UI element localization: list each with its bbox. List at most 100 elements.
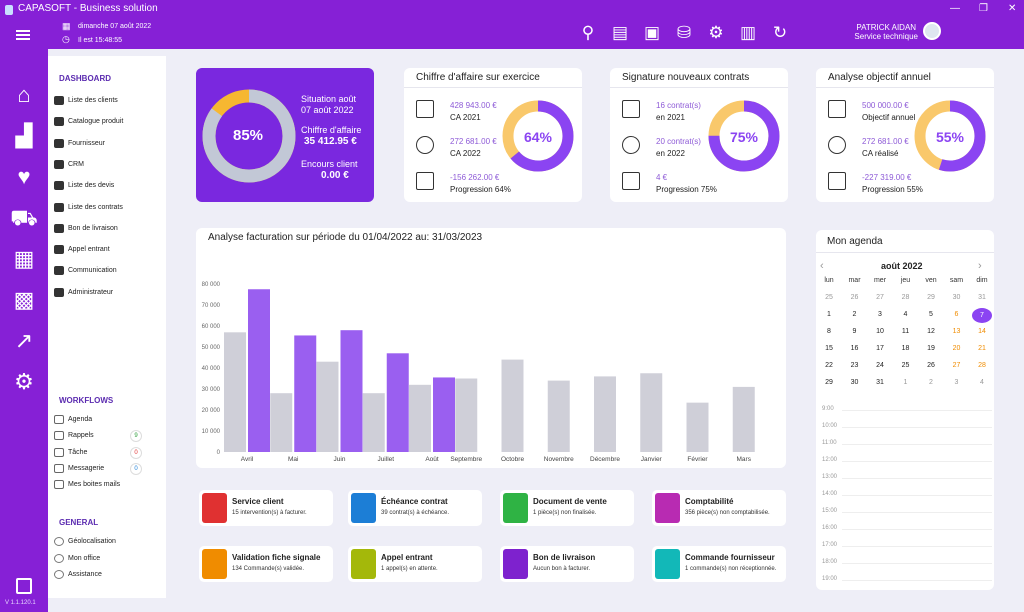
calendar-day[interactable]: 31 [978, 294, 986, 301]
y-tick-label: 40 000 [202, 366, 221, 372]
calendar-day[interactable]: 2 [929, 379, 933, 386]
calendar-day[interactable]: 29 [927, 294, 935, 301]
nav-item[interactable]: Tâche [54, 447, 87, 457]
invoice-icon[interactable]: ▣ [643, 23, 661, 42]
calendar-day[interactable]: 10 [876, 328, 884, 335]
calendar-day[interactable]: 14 [978, 328, 986, 335]
calendar-day[interactable]: 1 [827, 311, 831, 318]
menu-icon[interactable] [16, 30, 30, 32]
home-icon[interactable]: ⌂ [17, 82, 31, 107]
shortcut-tile[interactable]: Commande fournisseur 1 commande(s) non ré… [652, 546, 786, 582]
minimize-icon[interactable]: — [950, 3, 960, 14]
calendar-day[interactable]: 31 [876, 379, 884, 386]
calendar-day[interactable]: 3 [878, 311, 882, 318]
calendar-day[interactable]: 3 [954, 379, 959, 386]
calendar-day[interactable]: 25 [901, 362, 910, 369]
cash-register-icon[interactable]: ▦ [13, 246, 35, 271]
calendar-day[interactable]: 30 [850, 379, 859, 386]
nav-item[interactable]: Liste des devis [54, 181, 114, 191]
user-info[interactable]: PATRICK AIDAN Service technique [854, 23, 918, 41]
calendar-day[interactable]: 11 [901, 328, 910, 335]
chart-icon[interactable]: ▟ [15, 123, 33, 148]
calendar-day[interactable]: 22 [825, 362, 833, 369]
nav-item[interactable]: Liste des clients [54, 96, 118, 105]
calendar-day[interactable]: 15 [825, 345, 833, 352]
calendar-day[interactable]: 30 [952, 294, 961, 301]
close-icon[interactable]: ✕ [1008, 3, 1017, 14]
document-icon [416, 100, 434, 118]
calendar-day[interactable]: 29 [825, 379, 833, 386]
shortcut-tile[interactable]: Appel entrant 1 appel(s) en attente. [348, 546, 482, 582]
calendar-day[interactable]: 16 [850, 345, 859, 352]
clipboard-icon[interactable]: ▥ [739, 23, 757, 42]
calendar-day[interactable]: 13 [952, 328, 961, 335]
shortcut-tile[interactable]: Service client 15 intervention(s) à factu… [199, 490, 333, 526]
gear-icon[interactable]: ⚙ [708, 23, 724, 42]
refresh-icon[interactable]: ↻ [772, 23, 788, 42]
nav-item[interactable]: Appel entrant [54, 245, 110, 255]
growth-icon[interactable]: ↗ [14, 328, 34, 353]
calendar-day[interactable]: 25 [825, 294, 833, 301]
nav-item[interactable]: Liste des contrats [54, 202, 123, 212]
nav-item[interactable]: Catalogue produit [54, 117, 123, 127]
shortcut-tile[interactable]: Document de vente 1 pièce(s) non finalisé… [500, 490, 634, 526]
search-icon[interactable]: ⚲ [581, 23, 595, 42]
prev-month-icon[interactable]: ‹ [820, 260, 824, 272]
calendar-day[interactable]: 28 [978, 362, 986, 369]
nav-item[interactable]: Mon office [54, 553, 100, 563]
nav-item[interactable]: Administrateur [54, 287, 113, 297]
shortcut-tile[interactable]: Bon de livraison Aucun bon à facturer. [500, 546, 634, 582]
shortcut-tile[interactable]: Validation fiche signale 134 Commande(s) … [199, 546, 333, 582]
settings-chart-icon[interactable]: ⚙ [14, 369, 34, 394]
tile-title: Échéance contrat [381, 497, 448, 506]
logout-icon[interactable] [16, 578, 32, 594]
nav-item[interactable]: CRM [54, 159, 84, 169]
nav-item-label: Géolocalisation [68, 538, 116, 545]
avatar[interactable] [923, 22, 941, 40]
calendar-day[interactable]: 27 [952, 362, 961, 369]
y-tick-label: 20 000 [202, 408, 221, 414]
weekday-label: lun [824, 277, 834, 284]
calendar-day[interactable]: 23 [850, 362, 859, 369]
calendar-day[interactable]: 18 [901, 345, 910, 352]
calendar-day[interactable]: 5 [929, 311, 933, 318]
calendar-day[interactable]: 21 [978, 345, 986, 352]
shortcut-tile[interactable]: Échéance contrat 39 contrat(s) à échéance… [348, 490, 482, 526]
nav-item[interactable]: Géolocalisation [54, 537, 116, 546]
nav-item[interactable]: Mes boites mails [54, 480, 120, 490]
coins-icon[interactable]: ⛁ [676, 23, 692, 42]
calendar-day[interactable]: 26 [927, 362, 935, 369]
calendar-day[interactable]: 6 [954, 311, 959, 318]
calendar-day[interactable]: 27 [876, 294, 884, 301]
calendar-day[interactable]: 7 [972, 308, 992, 323]
shortcut-tile[interactable]: Comptabilité 356 pièce(s) non comptabilis… [652, 490, 786, 526]
calendar-day[interactable]: 4 [980, 379, 984, 386]
nav-item[interactable]: Agenda [54, 415, 92, 424]
calendar-day[interactable]: 4 [903, 311, 908, 318]
calendar-day[interactable]: 17 [876, 345, 884, 352]
calendar-day[interactable]: 12 [927, 328, 935, 335]
hour-line [842, 563, 992, 564]
nav-item[interactable]: Rappels [54, 431, 94, 441]
calendar-day[interactable]: 2 [852, 311, 857, 318]
calendar-day[interactable]: 19 [927, 345, 935, 352]
restore-icon[interactable]: ❐ [979, 3, 988, 14]
nav-item[interactable]: Bon de livraison [54, 223, 118, 233]
calendar-day[interactable]: 28 [901, 294, 910, 301]
nav-item[interactable]: Messagerie [54, 463, 104, 473]
calendar-day[interactable]: 8 [827, 328, 831, 335]
cart-icon[interactable]: ⛟ [10, 205, 38, 230]
handshake-icon[interactable]: ♥ [17, 164, 31, 189]
nav-item[interactable]: Assistance [54, 570, 102, 579]
nav-item[interactable]: Communication [54, 266, 117, 276]
calendar-day[interactable]: 20 [952, 345, 961, 352]
user-name: PATRICK AIDAN [856, 23, 917, 32]
nav-item[interactable]: Fournisseur [54, 138, 105, 148]
calculator-icon[interactable]: ▩ [13, 287, 35, 312]
calendar-day[interactable]: 9 [852, 328, 857, 335]
calendar-day[interactable]: 1 [903, 379, 908, 386]
calendar-day[interactable]: 26 [850, 294, 859, 301]
next-month-icon[interactable]: › [978, 260, 982, 272]
calendar-day[interactable]: 24 [876, 362, 884, 369]
document-list-icon[interactable]: ▤ [611, 23, 629, 42]
